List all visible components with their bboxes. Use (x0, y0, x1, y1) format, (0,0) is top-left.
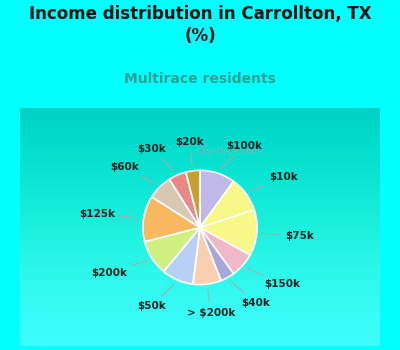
Wedge shape (200, 170, 234, 228)
Text: $100k: $100k (220, 141, 262, 169)
Text: $20k: $20k (175, 138, 204, 166)
Text: $60k: $60k (111, 162, 156, 184)
Wedge shape (143, 197, 200, 242)
Text: $50k: $50k (137, 284, 174, 311)
Text: $150k: $150k (247, 268, 300, 289)
Text: City-Data.com: City-Data.com (196, 147, 260, 156)
Wedge shape (152, 179, 200, 228)
Wedge shape (145, 228, 200, 272)
Text: Income distribution in Carrollton, TX
(%): Income distribution in Carrollton, TX (%… (29, 5, 371, 46)
Wedge shape (200, 228, 250, 274)
Text: Multirace residents: Multirace residents (124, 72, 276, 86)
Wedge shape (186, 170, 200, 228)
Text: > $200k: > $200k (186, 289, 235, 317)
Text: $200k: $200k (92, 260, 147, 278)
Wedge shape (169, 172, 200, 228)
Wedge shape (193, 228, 221, 285)
Text: $10k: $10k (251, 172, 298, 191)
Wedge shape (200, 228, 234, 281)
Text: $75k: $75k (262, 231, 314, 240)
Text: $125k: $125k (79, 209, 138, 219)
Wedge shape (164, 228, 200, 284)
Wedge shape (200, 181, 254, 228)
Wedge shape (200, 210, 257, 255)
Text: $40k: $40k (231, 281, 270, 308)
Text: $30k: $30k (137, 144, 174, 171)
